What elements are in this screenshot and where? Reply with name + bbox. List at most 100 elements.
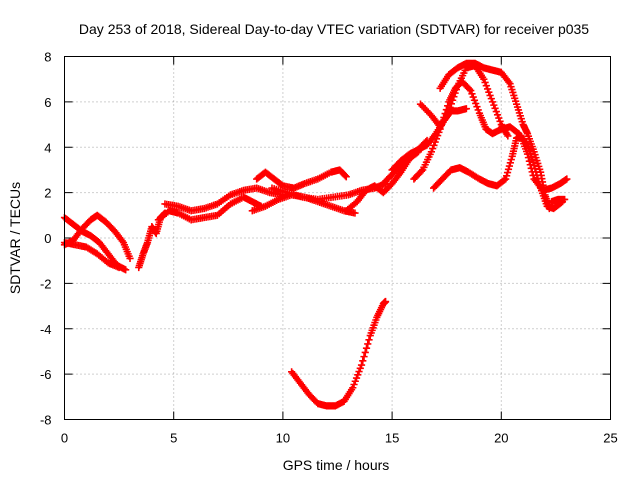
series-track-o	[436, 59, 553, 213]
data-point	[435, 128, 443, 136]
grid	[64, 56, 611, 420]
data-point	[486, 91, 494, 99]
chart-title: Day 253 of 2018, Sidereal Day-to-day VTE…	[79, 21, 589, 37]
data-point	[429, 144, 437, 153]
data-point	[488, 98, 497, 106]
data-point	[505, 162, 514, 170]
data-point	[481, 78, 489, 87]
series-track-q	[547, 195, 569, 206]
data-point	[445, 107, 453, 115]
data-point	[504, 165, 513, 173]
data-point	[356, 364, 364, 372]
series-track-e	[154, 193, 265, 224]
data-point	[467, 86, 475, 95]
y-tick-label: 4	[44, 140, 51, 155]
data-point	[473, 103, 481, 111]
data-point	[495, 114, 503, 122]
data-point	[349, 384, 357, 392]
data-point	[449, 96, 457, 104]
data-point	[502, 175, 510, 183]
x-tick-label: 15	[385, 431, 399, 446]
y-tick-label: 0	[44, 231, 51, 246]
data-point	[563, 175, 571, 183]
data-point	[526, 161, 534, 169]
data-point	[528, 168, 536, 176]
data-point	[352, 374, 361, 382]
data-point	[357, 361, 366, 369]
data-point	[381, 297, 390, 306]
data-point	[503, 172, 511, 180]
x-tick-label: 20	[494, 431, 508, 446]
y-tick-label: -2	[40, 276, 52, 291]
data-point	[504, 132, 512, 140]
data-point	[561, 195, 569, 204]
data-point	[365, 336, 373, 344]
data-point	[529, 171, 537, 180]
data-point	[354, 371, 362, 379]
data-point	[430, 141, 438, 149]
data-point	[472, 99, 480, 108]
data-point	[447, 100, 455, 108]
x-axis-label: GPS time / hours	[283, 457, 390, 473]
data-point	[469, 93, 477, 101]
data-point	[496, 117, 504, 125]
data-point	[487, 95, 495, 103]
data-point	[490, 101, 498, 109]
data-point	[523, 150, 532, 158]
data-point	[485, 88, 493, 96]
y-tick-label: 2	[44, 186, 51, 201]
data-point	[482, 82, 490, 90]
data-point	[417, 167, 426, 175]
x-tick-label: 0	[61, 431, 68, 446]
y-tick-label: -6	[40, 367, 52, 382]
data-point	[359, 357, 367, 365]
data-point	[506, 159, 514, 167]
data-point	[507, 155, 515, 164]
series-track-p	[429, 132, 571, 194]
data-point	[545, 204, 553, 213]
series-track-c	[60, 238, 123, 272]
data-point	[427, 148, 436, 156]
data-point	[115, 263, 123, 272]
x-tick-label: 5	[170, 431, 177, 446]
y-tick-label: -8	[40, 413, 52, 428]
data-point	[342, 173, 350, 181]
plot-frame	[64, 56, 611, 420]
axis-ticks: 0 5 10 15 20 25 -8 -6 -4 -2 0 2 4 6 8	[40, 50, 618, 446]
data-point	[470, 96, 479, 104]
data-point	[446, 103, 454, 111]
series-track-g	[253, 166, 350, 192]
data-point	[524, 154, 533, 162]
data-point	[122, 266, 130, 274]
series-track-r	[288, 297, 390, 410]
data-point	[465, 85, 474, 93]
data-point	[452, 85, 460, 94]
data-point	[355, 367, 363, 376]
y-tick-label: -4	[40, 322, 52, 337]
data-point	[525, 157, 533, 165]
data-point	[492, 107, 500, 116]
data-point	[451, 89, 459, 97]
y-tick-label: 6	[44, 95, 51, 110]
data-point	[434, 131, 442, 140]
series-track-n	[416, 61, 512, 140]
data-point	[431, 138, 439, 146]
data-point	[468, 90, 476, 98]
x-tick-label: 10	[276, 431, 290, 446]
data-point	[432, 135, 441, 143]
data-point	[493, 111, 502, 119]
data-point	[350, 380, 358, 389]
data-point	[351, 377, 359, 385]
data-point	[483, 85, 492, 93]
data-point	[462, 105, 470, 113]
series-track-a	[60, 213, 130, 274]
data-point	[474, 106, 482, 114]
data-point	[491, 104, 499, 112]
data-point	[480, 75, 488, 83]
data-point	[126, 254, 134, 263]
data-point	[362, 344, 371, 352]
y-axis-label: SDTVAR / TECUs	[7, 182, 23, 294]
data-point	[360, 353, 368, 361]
data-point	[364, 340, 372, 348]
